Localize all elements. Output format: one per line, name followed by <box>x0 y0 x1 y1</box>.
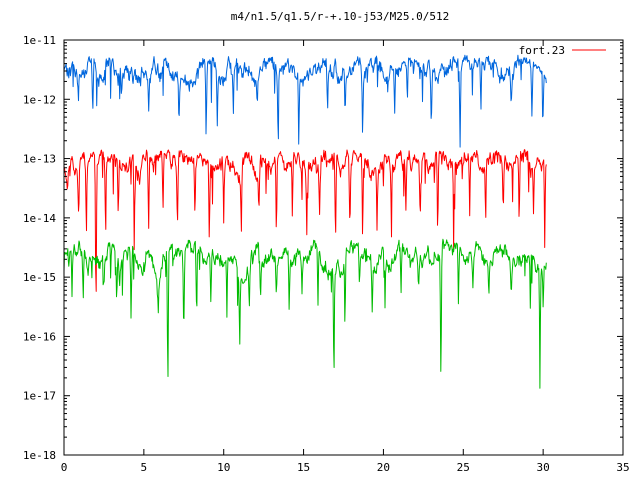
chart-title: m4/n1.5/q1.5/r-+.10-j53/M25.0/512 <box>231 10 450 23</box>
x-tick-label: 25 <box>457 461 470 474</box>
y-tick-label: 1e-11 <box>23 34 56 47</box>
series-line-1 <box>63 149 547 292</box>
x-tick-label: 15 <box>297 461 310 474</box>
y-tick-label: 1e-14 <box>23 212 56 225</box>
axes-layer: 0 5 10 15 20 25 30 35 1e-18 1e-17 1e-16 1e-15 1e-14 1… <box>23 34 630 474</box>
x-tick-label: 5 <box>141 461 148 474</box>
y-tick-label: 1e-18 <box>23 449 56 462</box>
y-tick-label: 1e-12 <box>23 93 56 106</box>
series-layer <box>63 54 547 389</box>
x-tick-label: 0 <box>61 461 68 474</box>
series-line-3 <box>63 238 547 389</box>
legend: fort.23 <box>519 44 606 57</box>
y-tick-label: 1e-13 <box>23 153 56 166</box>
x-tick-label: 20 <box>377 461 390 474</box>
x-tick-label: 30 <box>537 461 550 474</box>
x-tick-label: 10 <box>217 461 230 474</box>
y-tick-label: 1e-16 <box>23 330 56 343</box>
x-tick-label: 35 <box>616 461 629 474</box>
series-line-2 <box>63 54 547 148</box>
legend-label: fort.23 <box>519 44 565 57</box>
y-tick-label: 1e-15 <box>23 271 56 284</box>
y-tick-label: 1e-17 <box>23 390 56 403</box>
plot-frame <box>63 39 624 456</box>
